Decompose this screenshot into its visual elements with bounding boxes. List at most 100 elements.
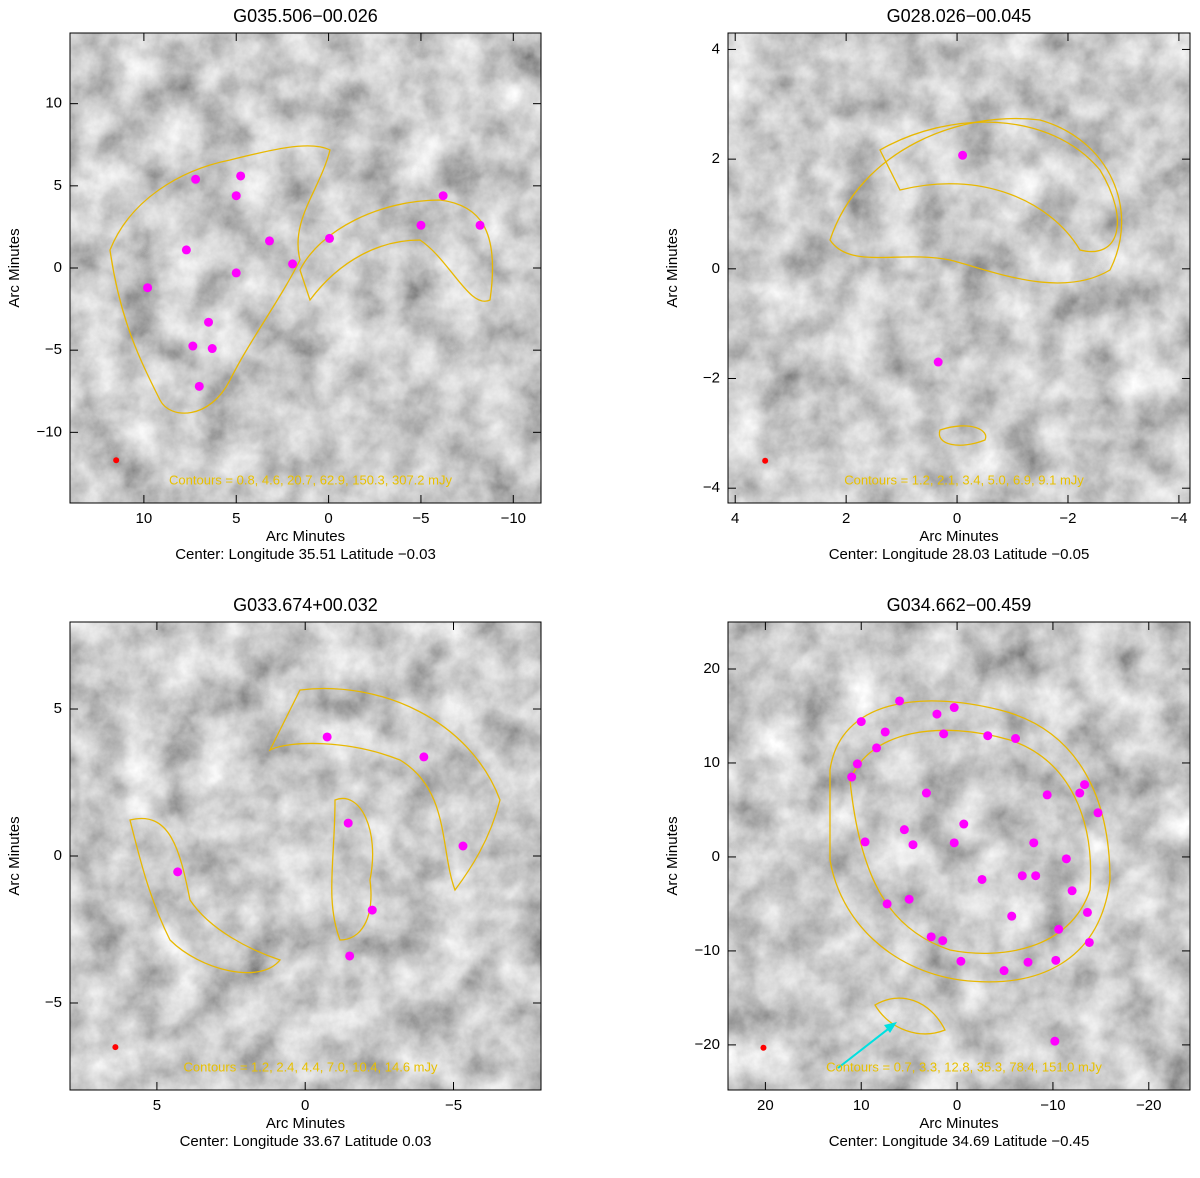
source-marker	[458, 841, 468, 851]
source-marker	[949, 838, 959, 848]
caption: Center: Longitude 28.03 Latitude −0.05	[829, 546, 1090, 563]
source-marker	[880, 727, 890, 737]
source-marker	[1023, 957, 1033, 967]
y-tick-label: −4	[703, 479, 720, 496]
source-marker	[899, 825, 909, 835]
source-marker	[904, 894, 914, 904]
source-marker	[856, 717, 866, 727]
source-marker	[143, 283, 153, 293]
contour	[268, 687, 501, 892]
source-marker	[932, 709, 942, 719]
y-axis-label: Arc Minutes	[6, 228, 23, 307]
y-tick-label: −20	[695, 1036, 720, 1053]
contour	[299, 199, 494, 302]
sky-image	[70, 33, 541, 503]
y-tick-label: −5	[45, 994, 62, 1011]
panel-title: G035.506−00.026	[233, 6, 378, 26]
contour-levels: Contours = 1.2, 2.4, 4.4, 7.0, 10.4, 14.…	[183, 1059, 438, 1074]
source-marker	[416, 220, 426, 230]
source-marker	[1051, 955, 1061, 965]
backgrounds	[70, 33, 1190, 1090]
source-marker	[236, 171, 246, 181]
source-marker	[999, 966, 1009, 976]
contour	[129, 817, 282, 974]
y-tick-label: 2	[712, 150, 720, 167]
source-marker	[852, 759, 862, 769]
y-tick-label: −10	[695, 942, 720, 959]
x-tick-label: −2	[1059, 510, 1076, 527]
source-marker	[1042, 790, 1052, 800]
y-tick-label: −5	[45, 341, 62, 358]
source-marker	[264, 236, 274, 246]
source-marker	[194, 381, 204, 391]
arrowhead	[884, 1022, 897, 1033]
y-tick-label: 10	[703, 754, 720, 771]
source-marker	[1031, 871, 1041, 881]
source-marker	[1084, 937, 1094, 947]
x-tick-label: 10	[136, 510, 153, 527]
source-marker	[1029, 838, 1039, 848]
source-marker	[847, 772, 857, 782]
x-tick-label: 5	[232, 510, 240, 527]
contour-levels: Contours = 1.2, 2.1, 3.4, 5.0, 6.9, 9.1 …	[844, 472, 1084, 487]
x-tick-label: −5	[445, 1097, 462, 1114]
source-marker	[325, 233, 335, 243]
x-tick-label: 4	[731, 510, 739, 527]
caption: Center: Longitude 34.69 Latitude −0.45	[829, 1133, 1090, 1150]
y-tick-label: −2	[703, 369, 720, 386]
x-axis-label: Arc Minutes	[266, 1115, 345, 1132]
x-tick-label: 10	[853, 1097, 870, 1114]
source-marker	[1080, 780, 1090, 790]
y-tick-label: 5	[54, 177, 62, 194]
beam	[760, 1044, 767, 1051]
source-marker	[933, 357, 943, 367]
arrow	[837, 1025, 893, 1069]
contour	[879, 121, 1119, 253]
x-tick-label: −20	[1136, 1097, 1161, 1114]
source-marker	[1050, 1036, 1060, 1046]
source-marker	[181, 245, 191, 255]
source-marker	[204, 317, 214, 327]
contour	[829, 700, 1111, 983]
y-tick-label: 0	[54, 847, 62, 864]
contour	[829, 117, 1123, 284]
source-marker	[977, 874, 987, 884]
y-tick-label: 20	[703, 660, 720, 677]
y-axis-label: Arc Minutes	[6, 816, 23, 895]
source-marker	[1067, 886, 1077, 896]
x-tick-label: −10	[1040, 1097, 1065, 1114]
caption: Center: Longitude 33.67 Latitude 0.03	[180, 1133, 432, 1150]
source-marker	[345, 951, 355, 961]
source-marker	[322, 732, 332, 742]
x-axis-label: Arc Minutes	[266, 528, 345, 545]
source-marker	[207, 344, 217, 354]
panel-title: G028.026−00.045	[887, 6, 1032, 26]
source-marker	[938, 936, 948, 946]
source-marker	[1082, 907, 1092, 917]
source-marker	[1093, 808, 1103, 818]
source-marker	[895, 696, 905, 706]
beam	[113, 457, 120, 464]
y-tick-label: 0	[712, 848, 720, 865]
source-marker	[1061, 854, 1071, 864]
y-tick-label: 4	[712, 40, 720, 57]
y-tick-label: 5	[54, 700, 62, 717]
source-marker	[1075, 788, 1085, 798]
x-tick-label: 5	[153, 1097, 161, 1114]
frame	[727, 32, 1191, 504]
source-marker	[475, 220, 485, 230]
source-marker	[367, 905, 377, 915]
y-axis-label: Arc Minutes	[664, 228, 681, 307]
sky-image	[728, 33, 1190, 503]
source-marker	[939, 729, 949, 739]
source-marker	[191, 174, 201, 184]
source-marker	[1054, 924, 1064, 934]
sky-image	[728, 622, 1190, 1090]
x-tick-label: −4	[1170, 510, 1187, 527]
x-axis-label: Arc Minutes	[919, 1115, 998, 1132]
x-tick-label: −5	[412, 510, 429, 527]
caption: Center: Longitude 35.51 Latitude −0.03	[175, 546, 436, 563]
contours	[109, 117, 1123, 1069]
contour-levels: Contours = 0.8, 4.6, 20.7, 62.9, 150.3, …	[169, 472, 452, 487]
